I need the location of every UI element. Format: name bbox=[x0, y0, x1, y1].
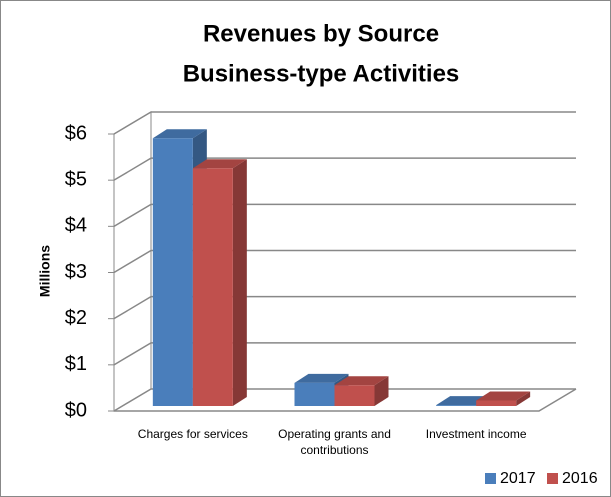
bar-front bbox=[436, 405, 477, 406]
bar-top bbox=[294, 373, 349, 383]
grid-line bbox=[113, 342, 576, 366]
bar-top bbox=[476, 391, 531, 401]
bar-front bbox=[476, 400, 517, 406]
bar-side bbox=[374, 376, 389, 406]
y-axis-label: Millions bbox=[37, 245, 53, 297]
legend-swatch bbox=[485, 473, 496, 484]
bar-front bbox=[334, 385, 375, 406]
grid-line bbox=[113, 388, 576, 412]
legend-label: 2016 bbox=[562, 470, 598, 487]
bar bbox=[192, 159, 247, 406]
grid-line bbox=[113, 203, 576, 227]
y-tick-label: $1 bbox=[65, 353, 87, 375]
y-tick-label: $3 bbox=[65, 261, 87, 283]
bar-front bbox=[192, 168, 233, 406]
x-tick-label: Operating grants and contributions bbox=[278, 427, 391, 457]
chart-subtitle: Business-type Activities bbox=[183, 60, 460, 87]
y-tick-label: $4 bbox=[65, 215, 87, 237]
y-tick-label: $5 bbox=[65, 168, 87, 190]
grid-line bbox=[113, 249, 576, 274]
legend-label: 2017 bbox=[500, 470, 536, 487]
bar-top bbox=[334, 376, 389, 386]
y-tick-label: $6 bbox=[65, 122, 87, 144]
bar-top bbox=[152, 129, 207, 139]
y-tick-label: $2 bbox=[65, 307, 87, 329]
bar bbox=[476, 391, 531, 406]
y-tick-label: $0 bbox=[65, 399, 87, 421]
x-tick-label: Charges for services bbox=[137, 427, 248, 441]
grid-line bbox=[113, 157, 576, 181]
grid-line bbox=[113, 111, 576, 135]
legend-swatch bbox=[547, 473, 558, 484]
chart-title: Revenues by Source bbox=[203, 20, 439, 47]
bar bbox=[334, 376, 389, 406]
floor bbox=[114, 388, 577, 412]
bar-side bbox=[232, 159, 247, 406]
bar-front bbox=[152, 138, 193, 406]
bar-front bbox=[294, 382, 335, 406]
x-tick-label: Investment income bbox=[425, 427, 527, 441]
bar-side bbox=[516, 391, 531, 406]
bar-top bbox=[192, 159, 247, 169]
grid-line bbox=[113, 295, 576, 320]
